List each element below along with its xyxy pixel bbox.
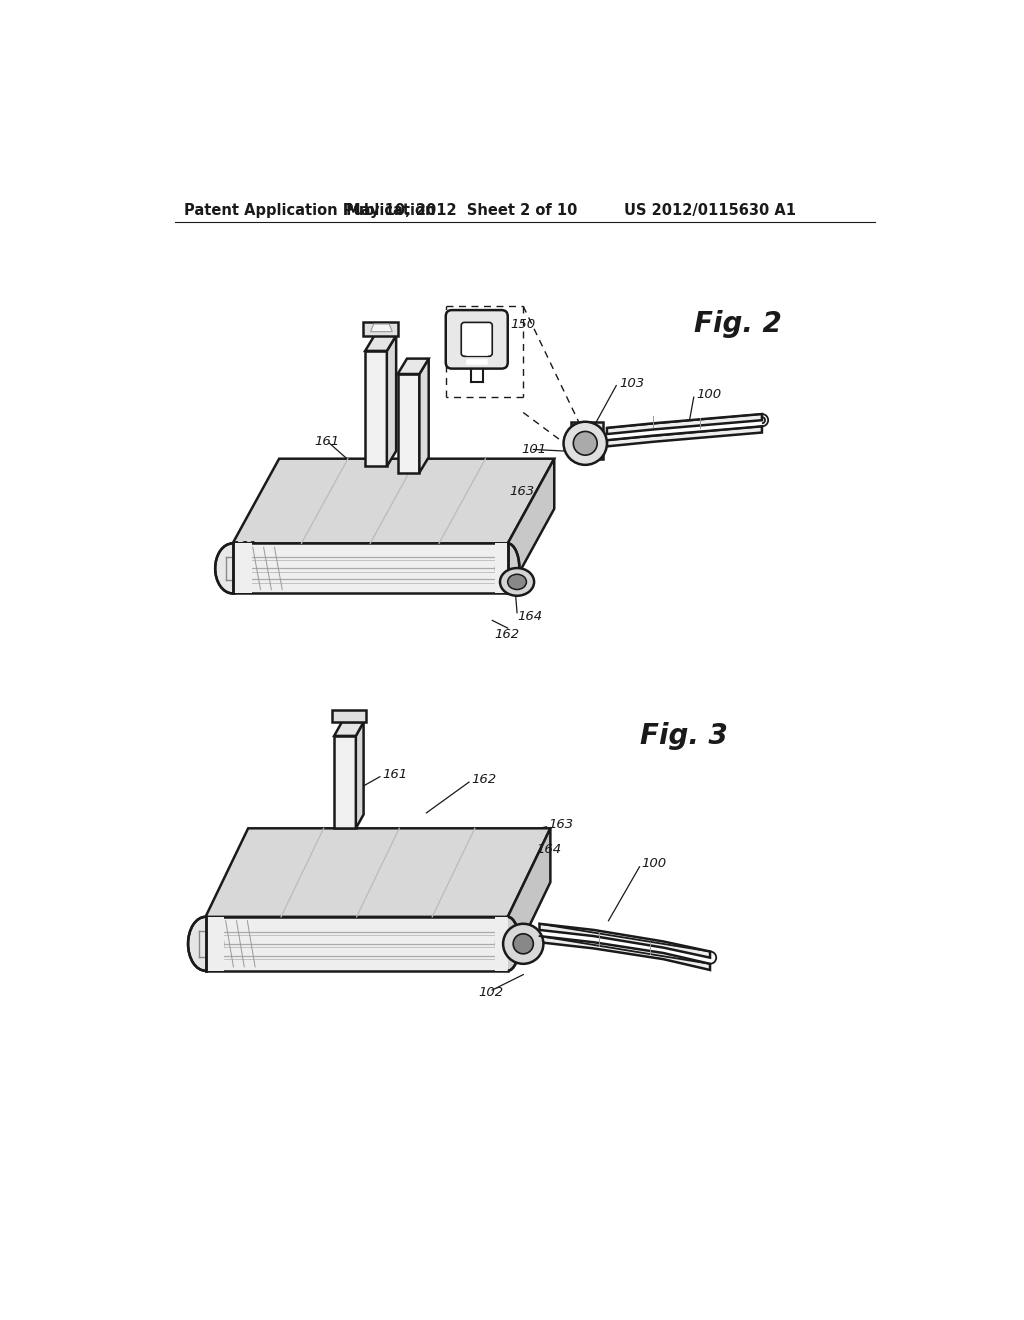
Text: 101: 101 [521, 444, 546, 455]
Text: Fig. 3: Fig. 3 [640, 722, 727, 750]
Text: Patent Application Publication: Patent Application Publication [183, 203, 435, 218]
Polygon shape [206, 917, 224, 970]
Text: 164: 164 [537, 843, 561, 857]
Polygon shape [366, 351, 387, 466]
Circle shape [513, 933, 534, 954]
Polygon shape [371, 323, 392, 331]
Polygon shape [362, 322, 398, 335]
Polygon shape [495, 544, 508, 594]
Text: 100: 100 [642, 857, 667, 870]
FancyBboxPatch shape [445, 310, 508, 368]
Ellipse shape [188, 917, 223, 970]
Polygon shape [206, 829, 550, 917]
Polygon shape [540, 924, 710, 958]
Text: 100: 100 [696, 388, 721, 400]
FancyBboxPatch shape [461, 322, 493, 356]
Polygon shape [397, 374, 420, 473]
Polygon shape [508, 829, 550, 970]
Ellipse shape [496, 917, 519, 970]
Text: 164: 164 [518, 610, 543, 623]
Ellipse shape [215, 544, 250, 594]
Ellipse shape [496, 544, 519, 594]
Ellipse shape [500, 568, 535, 595]
Polygon shape [334, 722, 364, 737]
Polygon shape [495, 917, 508, 970]
Polygon shape [356, 722, 364, 829]
Polygon shape [607, 426, 762, 446]
Text: US 2012/0115630 A1: US 2012/0115630 A1 [624, 203, 796, 218]
Polygon shape [508, 459, 554, 594]
Text: 161: 161 [314, 436, 339, 449]
Circle shape [503, 924, 544, 964]
Polygon shape [607, 414, 762, 434]
Text: 163: 163 [549, 818, 573, 832]
Polygon shape [420, 359, 429, 473]
Circle shape [573, 432, 597, 455]
Polygon shape [366, 335, 396, 351]
Text: 163: 163 [509, 486, 535, 499]
Polygon shape [607, 414, 762, 441]
Polygon shape [232, 544, 252, 594]
Text: Fig. 2: Fig. 2 [693, 310, 781, 338]
Polygon shape [232, 459, 554, 544]
Ellipse shape [508, 574, 526, 590]
Text: 150: 150 [511, 318, 536, 331]
Polygon shape [397, 359, 429, 374]
Text: 161: 161 [382, 768, 408, 781]
Text: 162: 162 [495, 628, 520, 640]
Text: 160: 160 [231, 540, 256, 553]
Text: May 10, 2012  Sheet 2 of 10: May 10, 2012 Sheet 2 of 10 [345, 203, 577, 218]
Circle shape [563, 422, 607, 465]
Polygon shape [387, 335, 396, 466]
Text: 162: 162 [471, 774, 497, 787]
Polygon shape [540, 936, 710, 970]
Polygon shape [332, 710, 366, 722]
Polygon shape [232, 544, 508, 594]
Text: 103: 103 [620, 376, 644, 389]
Text: 102: 102 [478, 986, 504, 999]
Polygon shape [334, 737, 356, 829]
Polygon shape [206, 917, 508, 970]
Polygon shape [540, 924, 710, 964]
Polygon shape [571, 422, 603, 459]
